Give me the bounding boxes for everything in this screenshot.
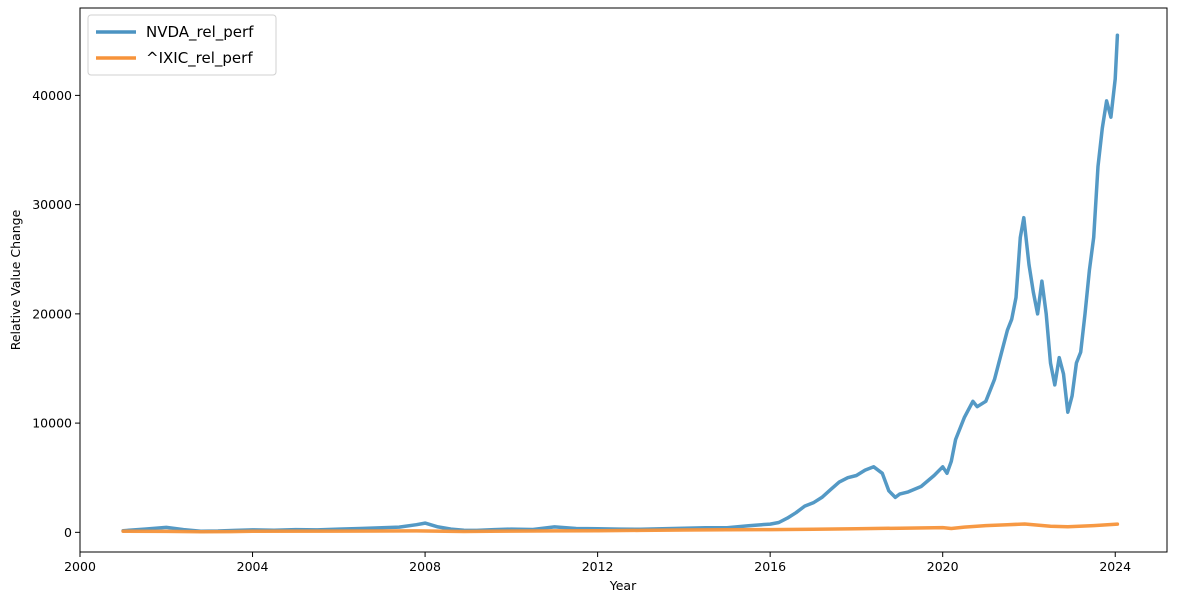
legend-entry-label: ^IXIC_rel_perf [146,49,253,68]
series-line-nvda-rel-perf [121,33,1120,533]
y-axis-label: Relative Value Change [8,209,23,350]
x-tick-label: 2020 [927,559,959,574]
legend-entry-label: NVDA_rel_perf [146,23,254,42]
x-axis: 2000 2004 2008 2012 2016 2020 2024 [64,552,1131,574]
x-tick-label: 2008 [409,559,441,574]
legend: NVDA_rel_perf ^IXIC_rel_perf [87,14,277,76]
y-tick-label: 0 [64,525,72,540]
x-tick-label: 2004 [237,559,269,574]
x-tick-label: 2000 [64,559,96,574]
legend-box [87,14,277,76]
x-tick-label: 2012 [582,559,614,574]
plot-frame [79,7,1168,553]
y-tick-label: 30000 [32,197,72,212]
y-tick-label: 40000 [32,88,72,103]
x-tick-label: 2016 [754,559,786,574]
y-tick-label: 10000 [32,416,72,431]
x-axis-label: Year [609,578,637,593]
y-tick-label: 20000 [32,306,72,321]
plot-area [80,8,1167,552]
x-tick-label: 2024 [1099,559,1131,574]
y-axis: 0 10000 20000 30000 40000 [32,88,80,540]
series-line-ixic-rel-perf [121,522,1120,534]
series-layer [121,33,1120,534]
